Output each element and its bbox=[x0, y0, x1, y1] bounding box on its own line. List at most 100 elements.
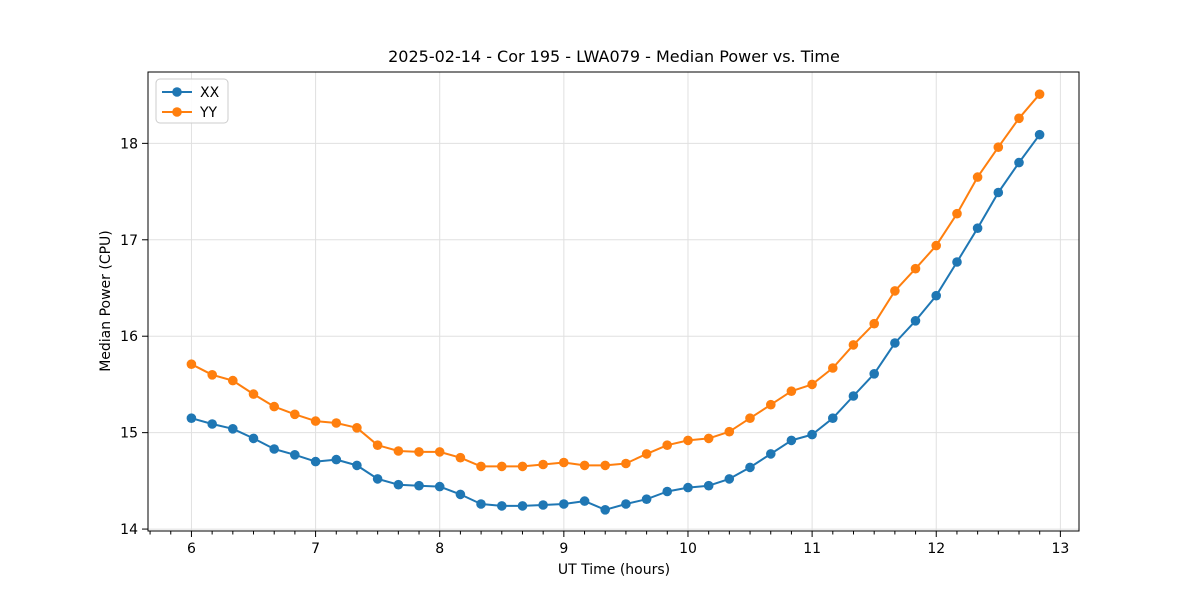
data-point-YY bbox=[331, 418, 342, 428]
data-point-YY bbox=[828, 363, 838, 373]
data-point-XX bbox=[352, 460, 362, 471]
data-point-XX bbox=[745, 462, 755, 473]
data-point-XX bbox=[952, 257, 962, 267]
data-point-YY bbox=[848, 340, 859, 350]
data-point-XX bbox=[807, 429, 817, 440]
data-point-YY bbox=[352, 423, 362, 433]
data-point-XX bbox=[703, 480, 714, 491]
y-tick-label: 18 bbox=[120, 136, 138, 152]
legend-marker bbox=[172, 107, 182, 117]
data-point-XX bbox=[1034, 129, 1045, 140]
data-point-XX bbox=[269, 444, 280, 454]
data-point-YY bbox=[186, 359, 197, 370]
legend-marker bbox=[172, 87, 182, 97]
data-point-YY bbox=[807, 379, 817, 390]
data-point-XX bbox=[600, 505, 610, 515]
data-point-YY bbox=[641, 449, 652, 459]
y-tick-label: 15 bbox=[120, 426, 138, 442]
data-point-YY bbox=[517, 461, 528, 472]
data-point-YY bbox=[703, 433, 714, 444]
series-line-YY bbox=[190, 93, 1041, 468]
y-tick-label: 16 bbox=[120, 329, 138, 345]
data-point-YY bbox=[455, 452, 466, 463]
data-point-YY bbox=[310, 416, 321, 426]
data-point-YY bbox=[248, 389, 259, 399]
data-point-XX bbox=[910, 316, 921, 326]
data-point-XX bbox=[331, 454, 342, 465]
data-point-XX bbox=[993, 187, 1004, 198]
legend-label-YY: YY bbox=[199, 105, 218, 121]
data-point-XX bbox=[890, 338, 900, 348]
data-point-YY bbox=[745, 413, 755, 424]
data-point-XX bbox=[228, 424, 238, 434]
data-point-XX bbox=[476, 499, 486, 509]
data-point-XX bbox=[497, 501, 507, 511]
data-point-YY bbox=[497, 461, 507, 472]
data-point-XX bbox=[662, 486, 672, 497]
chart-title: 2025-02-14 - Cor 195 - LWA079 - Median P… bbox=[388, 47, 840, 66]
data-point-XX bbox=[641, 494, 652, 505]
data-point-YY bbox=[290, 409, 300, 420]
data-point-YY bbox=[890, 286, 900, 296]
data-point-YY bbox=[414, 447, 424, 457]
data-point-XX bbox=[579, 496, 590, 506]
data-point-YY bbox=[600, 460, 610, 471]
data-point-XX bbox=[766, 449, 776, 459]
x-tick-label: 9 bbox=[559, 541, 568, 557]
data-point-XX bbox=[621, 499, 631, 509]
data-point-YY bbox=[724, 426, 735, 437]
data-point-YY bbox=[931, 240, 941, 251]
data-point-YY bbox=[786, 386, 797, 397]
data-point-YY bbox=[993, 142, 1004, 152]
data-point-YY bbox=[1014, 113, 1024, 124]
data-point-XX bbox=[455, 489, 466, 500]
data-point-XX bbox=[310, 456, 321, 467]
data-point-XX bbox=[828, 413, 838, 424]
data-point-XX bbox=[393, 479, 404, 490]
x-tick-label: 6 bbox=[187, 541, 196, 557]
x-tick-label: 7 bbox=[311, 541, 320, 557]
data-point-XX bbox=[186, 413, 197, 424]
data-point-XX bbox=[517, 501, 528, 511]
data-point-XX bbox=[538, 500, 548, 510]
data-point-YY bbox=[476, 461, 486, 472]
x-tick-label: 12 bbox=[927, 541, 945, 557]
data-point-YY bbox=[1034, 89, 1045, 99]
y-axis-label: Median Power (CPU) bbox=[98, 230, 114, 372]
data-point-XX bbox=[248, 433, 259, 444]
data-point-YY bbox=[559, 457, 569, 468]
legend: XX YY bbox=[155, 78, 229, 124]
x-axis-label: UT Time (hours) bbox=[558, 562, 670, 578]
data-point-XX bbox=[724, 474, 735, 484]
data-point-YY bbox=[952, 208, 962, 219]
data-point-YY bbox=[538, 459, 548, 470]
x-tick-label: 8 bbox=[435, 541, 444, 557]
tick-layer: 6 7 8 9 10 11 12 13 14 15 16 17 18 bbox=[120, 136, 1069, 557]
x-tick-label: 10 bbox=[679, 541, 697, 557]
data-point-YY bbox=[269, 401, 280, 412]
data-point-XX bbox=[1014, 157, 1024, 168]
plot-border bbox=[147, 71, 1080, 532]
data-point-XX bbox=[931, 290, 941, 301]
y-tick-label: 14 bbox=[120, 522, 138, 538]
data-point-YY bbox=[766, 399, 776, 410]
data-point-XX bbox=[207, 419, 217, 429]
data-point-YY bbox=[662, 440, 672, 451]
data-point-YY bbox=[972, 172, 983, 182]
data-point-YY bbox=[393, 446, 404, 456]
data-point-XX bbox=[559, 499, 569, 509]
data-point-YY bbox=[372, 440, 383, 451]
series-layer bbox=[186, 89, 1045, 515]
x-tick-label: 11 bbox=[803, 541, 821, 557]
legend-label-XX: XX bbox=[200, 85, 220, 101]
data-point-YY bbox=[683, 435, 693, 446]
y-tick-label: 17 bbox=[120, 233, 138, 249]
data-point-XX bbox=[786, 435, 797, 446]
data-point-YY bbox=[869, 318, 879, 329]
data-point-XX bbox=[434, 481, 445, 492]
data-point-XX bbox=[848, 391, 859, 401]
data-point-XX bbox=[414, 480, 424, 491]
data-point-XX bbox=[290, 450, 300, 460]
data-point-YY bbox=[910, 263, 921, 274]
